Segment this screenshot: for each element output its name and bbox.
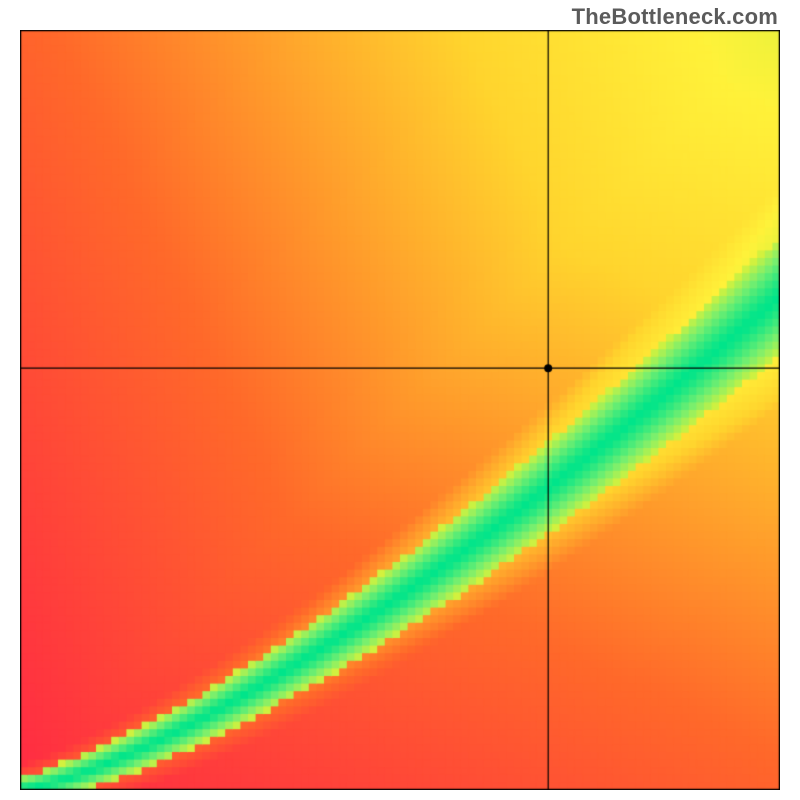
- bottleneck-heatmap: [20, 30, 780, 790]
- attribution-text: TheBottleneck.com: [572, 4, 778, 30]
